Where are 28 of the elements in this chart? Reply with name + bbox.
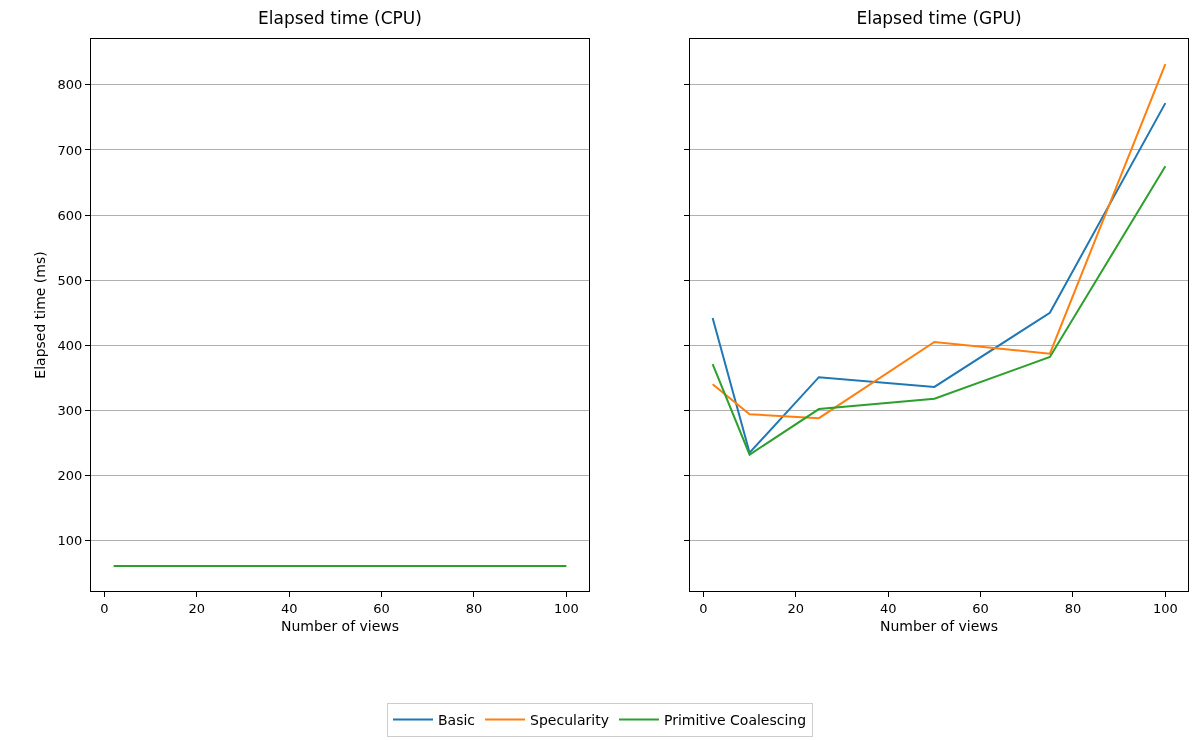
y-tick-label: 100 — [57, 533, 83, 549]
x-tick-label: 80 — [465, 600, 483, 616]
x-tick-label: 20 — [188, 600, 206, 616]
x-tick-label: 60 — [972, 600, 989, 616]
chart-title: Elapsed time (GPU) — [856, 7, 1022, 28]
x-tick-label: 80 — [1064, 600, 1082, 616]
x-tick-label: 0 — [100, 600, 109, 616]
legend-label: Specularity — [530, 712, 609, 729]
x-tick-label: 100 — [553, 600, 579, 616]
x-axis-title: Number of views — [280, 617, 400, 634]
y-tick-label: 700 — [57, 142, 83, 158]
y-tick-label: 200 — [57, 468, 83, 484]
x-tick-label: 100 — [1152, 600, 1178, 616]
x-tick-label: 0 — [699, 600, 708, 616]
y-tick-label: 300 — [57, 402, 83, 418]
y-axis-title: Elapsed time (ms) — [32, 251, 49, 379]
x-tick-label: 60 — [373, 600, 390, 616]
chart-title: Elapsed time (CPU) — [258, 7, 422, 28]
x-tick-label: 20 — [787, 600, 805, 616]
y-tick-label: 600 — [57, 207, 83, 223]
x-tick-label: 40 — [280, 600, 298, 616]
legend-label: Primitive Coalescing — [663, 712, 807, 729]
legend-label: Basic — [438, 712, 476, 729]
y-tick-label: 500 — [57, 272, 83, 288]
y-tick-label: 400 — [57, 337, 83, 353]
x-axis-title: Number of views — [879, 617, 999, 634]
y-tick-label: 800 — [57, 77, 83, 93]
x-tick-label: 40 — [879, 600, 897, 616]
